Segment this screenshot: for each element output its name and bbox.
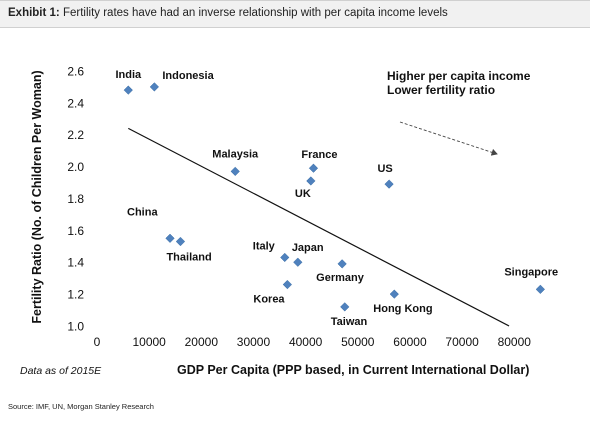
- y-tick-label: 2.6: [67, 64, 84, 78]
- data-points: [123, 82, 546, 312]
- y-tick-label: 1.8: [67, 192, 84, 206]
- y-axis-ticks: 1.0 1.2 1.4 1.6 1.8 2.0 2.2 2.4 2.6: [67, 64, 84, 333]
- point-label-malaysia: Malaysia: [212, 148, 259, 160]
- x-tick-label: 40000: [289, 335, 323, 349]
- point-label-france: France: [301, 149, 337, 161]
- y-tick-label: 2.2: [67, 128, 84, 142]
- annotation-line1: Higher per capita income: [387, 69, 531, 83]
- exhibit-label: Exhibit 1:: [8, 7, 60, 19]
- x-axis-label: GDP Per Capita (PPP based, in Current In…: [177, 363, 529, 377]
- point-marker-india: [123, 85, 133, 95]
- point-label-uk: UK: [295, 188, 311, 200]
- point-label-india: India: [115, 69, 142, 81]
- point-marker-japan: [293, 257, 303, 267]
- point-marker-korea: [282, 279, 293, 290]
- y-tick-label: 1.2: [67, 288, 84, 302]
- point-label-taiwan: Taiwan: [331, 316, 368, 328]
- annotation-line2: Lower fertility ratio: [387, 83, 495, 97]
- point-marker-singapore: [535, 284, 546, 294]
- point-label-hong-kong: Hong Kong: [373, 303, 432, 315]
- point-marker-taiwan: [340, 302, 350, 312]
- point-marker-malaysia: [230, 166, 240, 177]
- y-tick-label: 1.0: [67, 320, 84, 334]
- point-marker-uk: [306, 176, 316, 186]
- x-tick-label: 70000: [445, 335, 479, 349]
- point-marker-indonesia: [149, 82, 160, 92]
- x-tick-label: 50000: [341, 335, 375, 349]
- point-marker-hong-kong: [389, 289, 399, 299]
- x-tick-label: 60000: [393, 335, 427, 349]
- y-tick-label: 1.6: [67, 224, 84, 238]
- point-label-germany: Germany: [316, 272, 365, 284]
- x-tick-label: 20000: [185, 335, 219, 349]
- y-tick-label: 2.4: [67, 96, 84, 110]
- point-label-thailand: Thailand: [166, 252, 211, 264]
- point-marker-germany: [337, 259, 347, 269]
- trend-line: [128, 127, 510, 327]
- point-label-china: China: [127, 206, 158, 218]
- x-tick-label: 0: [94, 335, 101, 349]
- point-marker-thailand: [175, 236, 186, 247]
- x-tick-label: 80000: [498, 335, 532, 349]
- y-tick-label: 2.0: [67, 160, 84, 174]
- exhibit-title-text: Fertility rates have had an inverse rela…: [62, 7, 448, 19]
- x-tick-label: 30000: [237, 335, 271, 349]
- point-marker-italy: [280, 252, 290, 263]
- y-tick-label: 1.4: [67, 256, 84, 270]
- point-label-us: US: [377, 163, 392, 175]
- x-axis-ticks: 0 10000 20000 30000 40000 50000 60000 70000 8000…: [94, 335, 532, 349]
- data-point-labels: India Indonesia Malaysia France UK US China Tha…: [115, 69, 558, 328]
- source-note: Source: IMF, UN, Morgan Stanley Research: [8, 402, 154, 411]
- point-label-italy: Italy: [253, 240, 276, 252]
- point-marker-us: [384, 179, 394, 189]
- annotation-arrow: [399, 121, 498, 156]
- scatter-chart: 1.0 1.2 1.4 1.6 1.8 2.0 2.2 2.4 2.6 0 10000 20000 3…: [20, 64, 558, 377]
- y-axis-label: Fertility Ratio (No. of Children Per Wom…: [30, 70, 44, 323]
- data-date-note: Data as of 2015E: [20, 365, 102, 377]
- point-label-korea: Korea: [253, 294, 285, 306]
- point-label-japan: Japan: [292, 242, 324, 254]
- point-marker-france: [308, 163, 319, 173]
- point-label-indonesia: Indonesia: [162, 70, 214, 82]
- exhibit-title: Exhibit 1: Fertility rates have had an i…: [8, 7, 448, 19]
- x-tick-label: 10000: [132, 335, 166, 349]
- point-label-singapore: Singapore: [504, 266, 558, 278]
- exhibit-header: Exhibit 1: Fertility rates have had an i…: [0, 0, 590, 28]
- point-marker-china: [165, 233, 175, 243]
